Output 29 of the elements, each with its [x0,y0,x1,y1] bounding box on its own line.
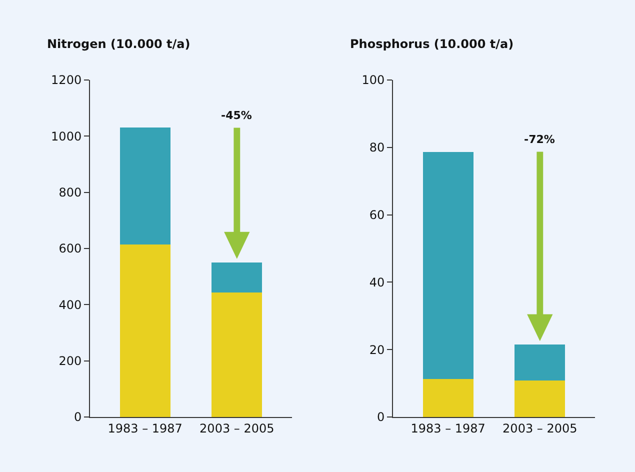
y-tick-label: 400 [58,298,82,312]
bar [212,262,262,293]
y-tick-label: 1200 [51,73,82,88]
y-tick-label: 0 [74,410,82,424]
x-tick-label: 1983 – 1987 [108,421,182,436]
x-tick-label: 2003 – 2005 [502,421,578,436]
bar [514,380,566,417]
bar [120,244,170,417]
y-tick-label: 80 [369,140,385,155]
chart-title: Nitrogen (10.000 t/a) [47,37,190,51]
bar [422,152,474,379]
y-tick-label: 800 [58,186,82,200]
x-tick-label: 2003 – 2005 [200,421,274,436]
annotation: -45% [221,109,252,122]
y-tick-label: 1000 [51,129,82,144]
bar [212,292,262,417]
y-tick-label: 100 [362,73,385,88]
bar [422,378,474,417]
y-tick-label: 40 [369,275,385,290]
y-tick-label: 20 [369,342,385,357]
y-tick-label: 600 [58,242,82,256]
y-tick-label: 0 [376,410,385,424]
chart-title: Phosphorus (10.000 t/a) [350,37,514,51]
y-tick-label: 60 [369,208,385,222]
bar [120,128,170,244]
bar [514,344,566,381]
annotation: -72% [524,133,555,146]
y-tick-label: 200 [58,354,82,368]
x-tick-label: 1983 – 1987 [410,421,486,436]
